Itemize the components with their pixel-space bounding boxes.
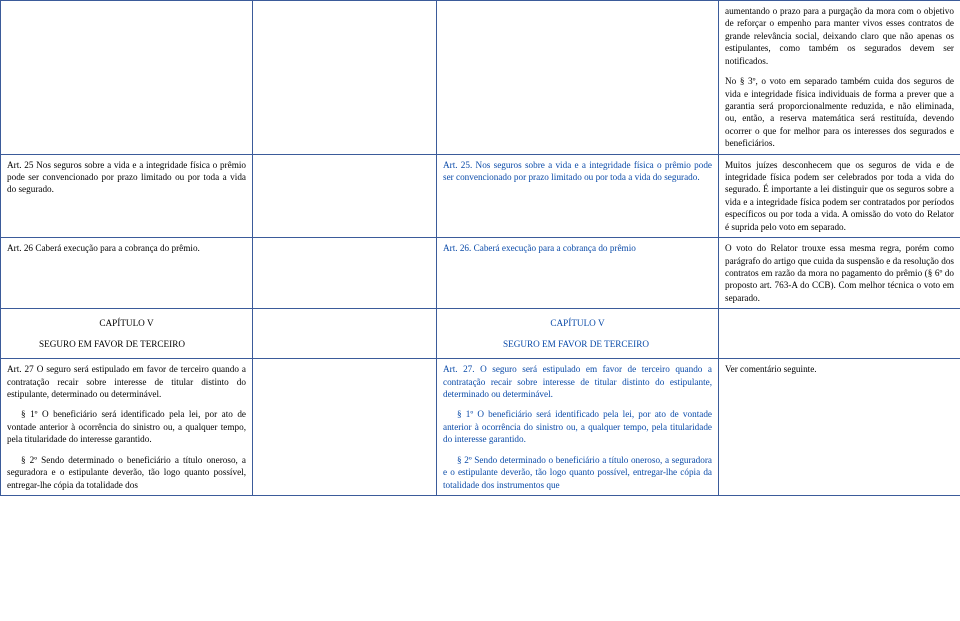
cell-r1c2 [253,1,437,155]
cell-r2c3: Art. 25. Nos seguros sobre a vida e a in… [437,154,719,238]
cell-r5c1: Art. 27 O seguro será estipulado em favo… [1,359,253,496]
cell-r4c1: CAPÍTULO V SEGURO EM FAVOR DE TERCEIRO [1,309,253,359]
cell-r2c4: Muitos juízes desconhecem que os seguros… [719,154,960,238]
text-r5c4: Ver comentário seguinte. [725,363,954,375]
cell-r1c3 [437,1,719,155]
cell-r3c4: O voto do Relator trouxe essa mesma regr… [719,238,960,309]
text-r5c1p1: Art. 27 O seguro será estipulado em favo… [7,363,246,400]
cell-r5c4: Ver comentário seguinte. [719,359,960,496]
text-r2c4: Muitos juízes desconhecem que os seguros… [725,159,954,234]
text-r3c3: Art. 26. Caberá execução para a cobrança… [443,242,712,254]
text-r3c4: O voto do Relator trouxe essa mesma regr… [725,242,954,304]
cell-r3c3: Art. 26. Caberá execução para a cobrança… [437,238,719,309]
cell-r3c2 [253,238,437,309]
cell-r3c1: Art. 26 Caberá execução para a cobrança … [1,238,253,309]
cell-r2c1: Art. 25 Nos seguros sobre a vida e a int… [1,154,253,238]
cell-r5c2 [253,359,437,496]
text-r5c3p1: Art. 27. O seguro será estipulado em fav… [443,363,712,400]
text-r1c4p2: No § 3º, o voto em separado também cuida… [725,75,954,150]
cell-r1c1 [1,1,253,155]
text-r2c1: Art. 25 Nos seguros sobre a vida e a int… [7,159,246,196]
table-row: CAPÍTULO V SEGURO EM FAVOR DE TERCEIRO C… [1,309,960,359]
cell-r4c2 [253,309,437,359]
table-row: Art. 26 Caberá execução para a cobrança … [1,238,960,309]
cell-r5c3: Art. 27. O seguro será estipulado em fav… [437,359,719,496]
table-row: Art. 27 O seguro será estipulado em favo… [1,359,960,496]
cell-r4c3: CAPÍTULO V SEGURO EM FAVOR DE TERCEIRO [437,309,719,359]
text-r5c1p2: § 1º O beneficiário será identificado pe… [7,408,246,445]
cell-r4c4 [719,309,960,359]
table-row: Art. 25 Nos seguros sobre a vida e a int… [1,154,960,238]
text-r2c3: Art. 25. Nos seguros sobre a vida e a in… [443,159,712,184]
chapter-heading-right: CAPÍTULO V [443,317,712,329]
chapter-sub-left: SEGURO EM FAVOR DE TERCEIRO [7,338,246,350]
chapter-heading-left: CAPÍTULO V [7,317,246,329]
text-r3c1: Art. 26 Caberá execução para a cobrança … [7,242,246,254]
table-row: aumentando o prazo para a purgação da mo… [1,1,960,155]
text-r1c4p1: aumentando o prazo para a purgação da mo… [725,5,954,67]
text-r5c3p3: § 2º Sendo determinado o beneficiário a … [443,454,712,491]
text-r5c3p2: § 1º O beneficiário será identificado pe… [443,408,712,445]
text-r5c1p3: § 2º Sendo determinado o beneficiário a … [7,454,246,491]
comparison-table: aumentando o prazo para a purgação da mo… [0,0,960,496]
cell-r1c4: aumentando o prazo para a purgação da mo… [719,1,960,155]
chapter-sub-right: SEGURO EM FAVOR DE TERCEIRO [443,338,712,350]
cell-r2c2 [253,154,437,238]
